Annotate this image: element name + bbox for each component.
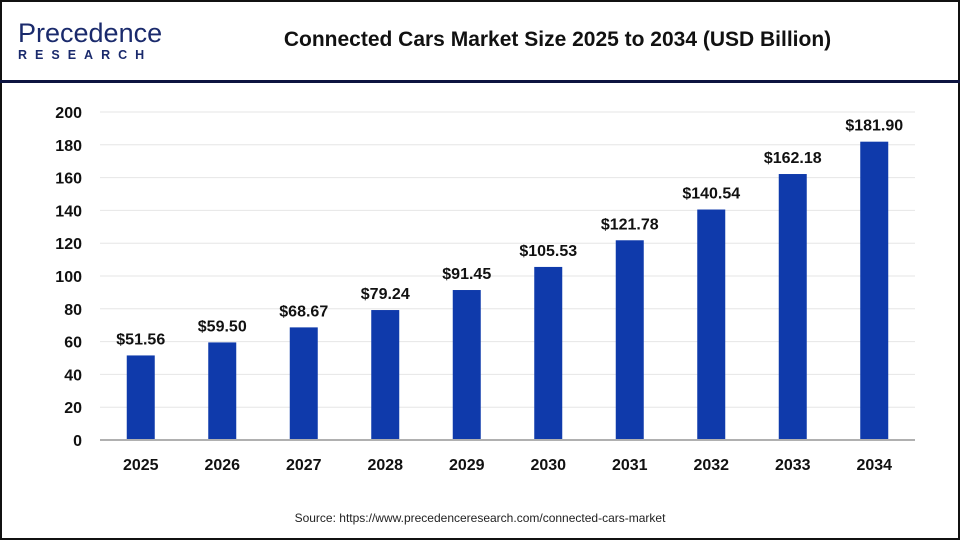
data-label: $162.18	[764, 150, 822, 167]
bar	[697, 209, 726, 440]
y-tick-label: 120	[55, 236, 82, 253]
y-tick-label: 0	[73, 433, 82, 450]
x-tick-label: 2026	[204, 457, 240, 474]
data-label: $51.56	[116, 331, 165, 348]
bar	[452, 290, 481, 440]
bar	[778, 174, 807, 441]
data-label: $68.67	[279, 303, 328, 320]
x-tick-label: 2029	[449, 457, 485, 474]
y-tick-label: 140	[55, 203, 82, 220]
y-tick-label: 80	[64, 302, 82, 319]
data-label: $121.78	[601, 216, 659, 233]
source-note: Source: https://www.precedenceresearch.c…	[294, 511, 666, 525]
bar	[289, 327, 318, 440]
x-tick-label: 2032	[693, 457, 729, 474]
y-tick-label: 20	[64, 400, 82, 417]
bar	[208, 342, 237, 440]
bar	[860, 141, 889, 440]
logo-subtext: RESEARCH	[18, 48, 153, 62]
bar	[371, 310, 400, 440]
y-tick-label: 180	[55, 138, 82, 155]
data-label: $59.50	[198, 318, 247, 335]
x-tick-label: 2030	[530, 457, 566, 474]
y-tick-label: 100	[55, 269, 82, 286]
logo-text: Precedence	[18, 18, 163, 48]
y-tick-label: 60	[64, 335, 82, 352]
bar	[534, 266, 563, 440]
x-tick-label: 2028	[367, 457, 403, 474]
data-label: $181.90	[845, 118, 903, 135]
data-label: $140.54	[682, 186, 740, 203]
header-divider	[0, 80, 960, 83]
x-tick-label: 2025	[123, 457, 159, 474]
bar	[126, 355, 155, 440]
data-label: $105.53	[519, 243, 577, 260]
y-tick-label: 160	[55, 171, 82, 188]
precedence-research-logo: Precedence RESEARCH	[18, 18, 163, 63]
data-label: $79.24	[361, 286, 410, 303]
data-label: $91.45	[442, 266, 491, 283]
x-tick-label: 2034	[856, 457, 892, 474]
chart-title: Connected Cars Market Size 2025 to 2034 …	[283, 28, 832, 51]
bar	[615, 240, 644, 440]
x-tick-label: 2031	[612, 457, 648, 474]
x-tick-label: 2027	[286, 457, 322, 474]
y-tick-label: 40	[64, 367, 82, 384]
y-tick-label: 200	[55, 105, 82, 122]
x-tick-label: 2033	[775, 457, 811, 474]
